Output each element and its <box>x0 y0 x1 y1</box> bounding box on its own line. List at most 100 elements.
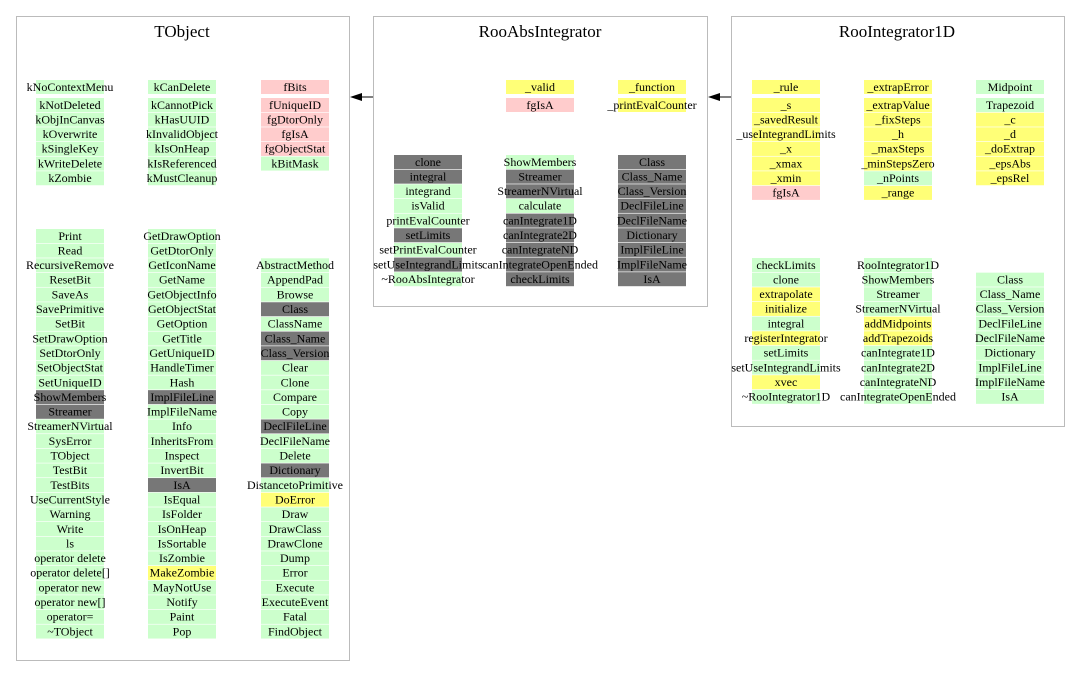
member-cell <box>976 98 1044 112</box>
member-label: clone <box>415 155 441 169</box>
member-label: _valid <box>524 80 555 94</box>
member-label: kOverwrite <box>43 127 98 141</box>
member-label: kIsOnHeap <box>155 142 210 156</box>
member-label: Class <box>282 302 308 316</box>
member-cell <box>36 492 104 507</box>
member-label: _range <box>881 186 915 200</box>
member-cell <box>864 98 932 112</box>
member-label: GetObjectStat <box>148 302 217 316</box>
member-label: fgObjectStat <box>265 142 326 156</box>
member-label: ImplFileLine <box>620 243 683 257</box>
member-cell <box>261 112 329 127</box>
member-label: GetIconName <box>148 258 215 272</box>
member-cell <box>506 155 574 169</box>
member-cell <box>752 112 820 127</box>
member-label: SaveAs <box>52 287 89 301</box>
member-label: _xmax <box>769 156 803 170</box>
member-cell <box>864 272 932 287</box>
member-cell <box>752 301 820 316</box>
member-label: DrawClass <box>269 522 322 536</box>
member-label: StreamerNVirtual <box>855 302 941 316</box>
member-label: canIntegrate1D <box>861 346 935 360</box>
member-label: Print <box>58 229 82 243</box>
member-cell <box>148 171 216 186</box>
member-cell <box>148 331 216 346</box>
member-label: setLimits <box>764 346 809 360</box>
member-label: initialize <box>765 302 807 316</box>
member-label: IsA <box>643 272 661 286</box>
member-cell <box>148 565 216 580</box>
member-label: Compare <box>273 390 317 404</box>
member-label: _rule <box>773 80 799 94</box>
member-label: UseCurrentStyle <box>30 492 110 506</box>
member-label: _x <box>779 142 792 156</box>
member-cell <box>261 316 329 331</box>
member-label: Read <box>58 243 83 257</box>
member-label: Notify <box>166 595 197 609</box>
member-label: ClassName <box>268 317 323 331</box>
member-label: Streamer <box>48 405 91 419</box>
member-label: ShowMembers <box>504 155 577 169</box>
member-label: InvertBit <box>160 463 204 477</box>
member-label: Warning <box>49 507 90 521</box>
member-cell <box>148 536 216 551</box>
member-cell <box>976 156 1044 171</box>
member-cell <box>261 404 329 419</box>
member-cell <box>261 302 329 317</box>
member-cell <box>394 228 462 243</box>
arrow-head <box>350 93 362 101</box>
member-cell <box>752 316 820 331</box>
member-cell <box>148 478 216 493</box>
member-label: GetTitle <box>162 331 202 345</box>
member-label: IsEqual <box>164 492 201 506</box>
member-label: SetDtorOnly <box>39 346 100 360</box>
member-cell <box>261 98 329 112</box>
member-cell <box>618 213 686 228</box>
member-cell <box>976 171 1044 186</box>
member-cell <box>261 360 329 375</box>
member-cell <box>36 595 104 610</box>
member-label: Dictionary <box>626 228 677 242</box>
member-cell <box>148 127 216 142</box>
member-cell <box>36 580 104 595</box>
member-cell <box>148 404 216 419</box>
member-cell <box>864 301 932 316</box>
member-cell <box>752 345 820 360</box>
member-cell <box>864 112 932 127</box>
member-label: Write <box>57 522 84 536</box>
member-label: GetDrawOption <box>143 229 220 243</box>
member-label: fgDtorOnly <box>267 112 323 126</box>
member-label: kZombie <box>48 171 91 185</box>
member-label: DeclFileLine <box>620 199 683 213</box>
member-label: ResetBit <box>49 273 91 287</box>
member-cell <box>864 80 932 94</box>
member-label: _printEvalCounter <box>606 98 696 112</box>
member-cell <box>618 155 686 169</box>
member-cell <box>261 272 329 287</box>
member-label: checkLimits <box>756 258 816 272</box>
member-cell <box>148 80 216 94</box>
member-cell <box>36 112 104 127</box>
member-label: xvec <box>775 375 798 389</box>
member-label: Dictionary <box>984 346 1035 360</box>
member-cell <box>148 463 216 478</box>
member-label: ShowMembers <box>862 272 935 286</box>
member-label: IsOnHeap <box>158 522 207 536</box>
member-cell <box>506 228 574 243</box>
member-cell <box>864 141 932 156</box>
member-label: setUseIntegrandLimits <box>373 257 483 271</box>
member-cell <box>261 624 329 639</box>
member-cell <box>36 478 104 493</box>
member-cell <box>976 141 1044 156</box>
member-label: ImplFileLine <box>978 360 1041 374</box>
member-label: clone <box>773 272 799 286</box>
member-cell <box>36 98 104 112</box>
member-label: registerIntegrator <box>744 331 827 345</box>
member-label: Trapezoid <box>986 98 1034 112</box>
member-cell <box>36 434 104 449</box>
member-label: kNoContextMenu <box>27 80 114 94</box>
member-cell <box>148 390 216 405</box>
member-label: SetObjectStat <box>37 361 104 375</box>
